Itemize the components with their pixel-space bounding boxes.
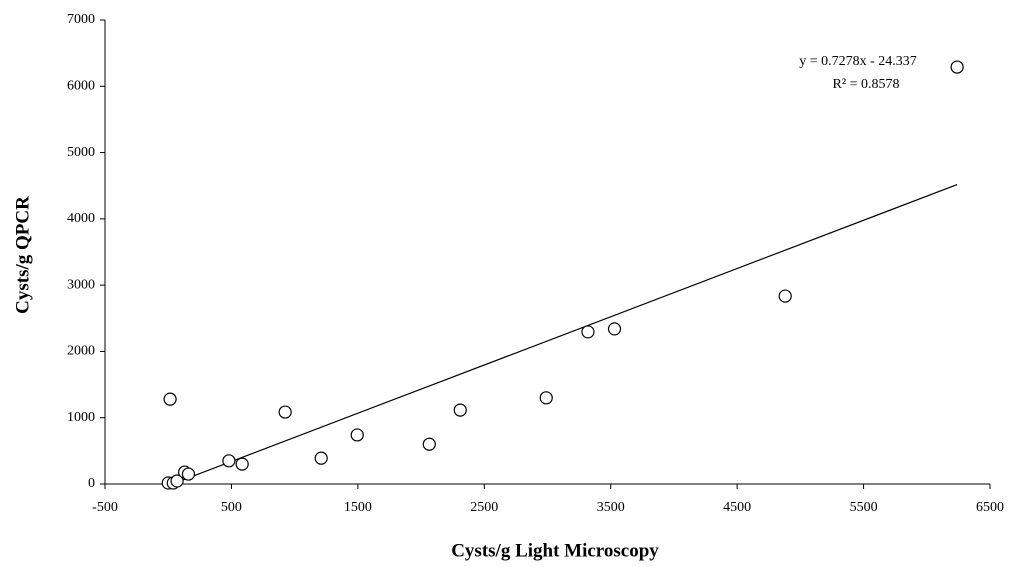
- point: [222, 454, 236, 468]
- point: [235, 457, 249, 471]
- x-tick-label: 5500: [850, 500, 878, 515]
- point: [314, 451, 328, 465]
- point: [539, 391, 553, 405]
- x-tick-label: 1500: [344, 500, 372, 515]
- x-axis-title: Cysts/g Light Microscopy: [451, 540, 659, 561]
- y-tick-label: 5000: [67, 145, 95, 160]
- point: [278, 405, 292, 419]
- point: [950, 60, 964, 74]
- x-tick-label: -500: [92, 500, 118, 515]
- point: [778, 289, 792, 303]
- trendline: [168, 184, 958, 487]
- equation: y = 0.7278x - 24.337: [799, 54, 917, 69]
- x-tick-label: 6500: [976, 500, 1004, 515]
- x-tick-label: 4500: [723, 500, 751, 515]
- r-squared: R² = 0.8578: [833, 77, 900, 92]
- y-tick-label: 2000: [67, 344, 95, 359]
- point: [170, 474, 184, 488]
- y-tick-label: 3000: [67, 277, 95, 292]
- x-tick-label: 2500: [470, 500, 498, 515]
- y-tick-label: 7000: [67, 12, 95, 27]
- y-tick-label: 0: [88, 476, 95, 491]
- y-tick-label: 1000: [67, 410, 95, 425]
- point: [422, 437, 436, 451]
- point: [581, 325, 595, 339]
- x-tick-label: 500: [221, 500, 242, 515]
- point: [181, 467, 196, 481]
- y-tick-label: 4000: [67, 211, 95, 226]
- point: [163, 392, 177, 406]
- point: [607, 322, 622, 336]
- point: [453, 403, 467, 417]
- point: [350, 428, 364, 442]
- x-tick-label: 3500: [597, 500, 625, 515]
- y-axis-title: Cysts/g QPCR: [12, 196, 33, 314]
- y-tick-label: 6000: [67, 79, 95, 94]
